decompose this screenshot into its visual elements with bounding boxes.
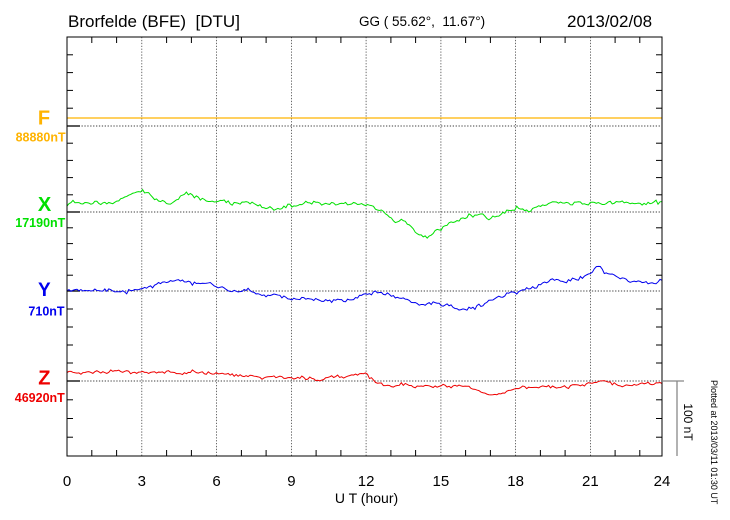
svg-text:Plotted at 2013/03/11 01:30 UT: Plotted at 2013/03/11 01:30 UT (709, 380, 719, 505)
svg-text:710nT: 710nT (28, 305, 64, 319)
svg-text:2013/02/08: 2013/02/08 (567, 12, 652, 31)
svg-text:6: 6 (212, 473, 220, 490)
svg-text:GG ( 55.62°, 11.67°): GG ( 55.62°, 11.67°) (359, 14, 485, 29)
svg-text:X: X (38, 194, 52, 216)
svg-text:12: 12 (358, 473, 375, 490)
svg-text:24: 24 (654, 473, 671, 490)
svg-text:U T (hour): U T (hour) (335, 490, 398, 506)
svg-text:100 nT: 100 nT (681, 403, 695, 441)
svg-text:88880nT: 88880nT (16, 131, 66, 145)
svg-text:15: 15 (433, 473, 450, 490)
svg-text:3: 3 (138, 473, 146, 490)
svg-text:18: 18 (507, 473, 524, 490)
svg-text:9: 9 (287, 473, 295, 490)
svg-text:17190nT: 17190nT (15, 216, 65, 230)
svg-text:F: F (38, 108, 50, 130)
svg-text:Y: Y (38, 280, 51, 301)
svg-text:0: 0 (63, 473, 71, 490)
svg-text:Z: Z (38, 368, 50, 390)
svg-text:Brorfelde (BFE) [DTU]: Brorfelde (BFE) [DTU] (68, 12, 240, 31)
svg-text:46920nT: 46920nT (15, 391, 65, 405)
svg-text:21: 21 (582, 473, 599, 490)
